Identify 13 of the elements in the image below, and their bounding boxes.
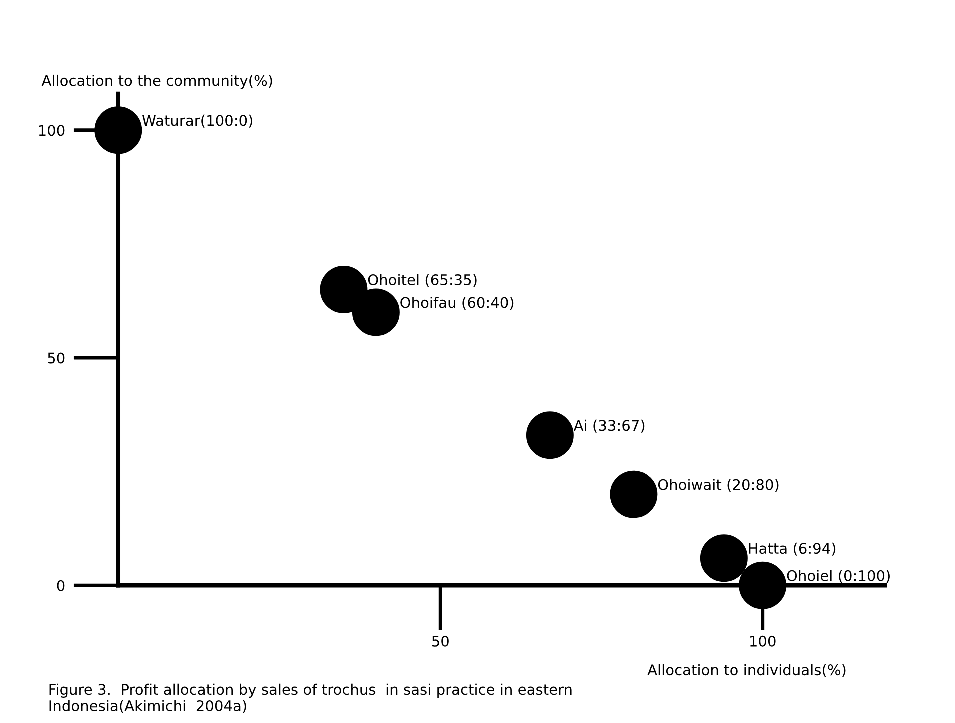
annotation: Waturar(100:0)	[142, 114, 252, 128]
caption: Figure 3. Profit allocation by sales of trochus in sasi practice in eastern Indonesia(Akimichi 2004a)	[50, 684, 572, 714]
annotation: Hatta (6:94)	[749, 542, 836, 556]
annotation: Ohoiel (0:100)	[787, 570, 890, 584]
x-axis-title: Allocation to individuals(%)	[648, 664, 846, 678]
y-tick-label: 50	[48, 352, 65, 364]
annotation: Ohoitel (65:35)	[368, 274, 477, 288]
y-tick-label: 100	[39, 125, 65, 136]
y-tick-label: 0	[57, 580, 65, 592]
annotation: Ai (33:67)	[574, 420, 645, 433]
annotation: Ohoifau (60:40)	[400, 296, 514, 310]
annotation: Ohoiwait (20:80)	[658, 479, 779, 492]
y-axis-title: Allocation to the community(%)	[42, 74, 272, 90]
